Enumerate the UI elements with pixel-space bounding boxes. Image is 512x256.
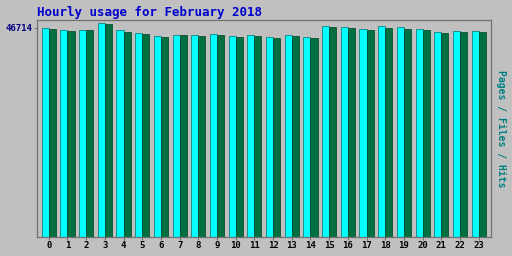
Bar xyxy=(173,35,180,237)
Bar xyxy=(217,35,224,237)
Bar xyxy=(49,29,56,237)
Bar xyxy=(310,38,317,237)
Bar xyxy=(329,27,336,237)
Bar xyxy=(116,30,123,237)
Bar xyxy=(142,34,150,237)
Bar xyxy=(247,35,254,237)
Bar xyxy=(198,36,205,237)
Bar xyxy=(228,36,236,237)
Bar xyxy=(348,28,355,237)
Bar xyxy=(68,31,75,237)
Bar xyxy=(266,37,273,237)
Bar xyxy=(105,24,112,237)
Text: Hourly usage for February 2018: Hourly usage for February 2018 xyxy=(36,6,262,18)
Bar xyxy=(472,31,479,237)
Bar xyxy=(378,26,385,237)
Bar xyxy=(385,28,392,237)
Bar xyxy=(292,36,299,237)
Bar xyxy=(210,34,217,237)
Bar xyxy=(367,30,374,237)
Bar xyxy=(303,37,310,237)
Bar xyxy=(41,28,49,237)
Bar xyxy=(359,29,367,237)
Bar xyxy=(98,23,105,237)
Bar xyxy=(479,32,486,237)
Bar xyxy=(460,32,467,237)
Bar xyxy=(453,31,460,237)
Bar xyxy=(397,27,404,237)
Y-axis label: Pages / Files / Hits: Pages / Files / Hits xyxy=(497,70,506,187)
Bar xyxy=(236,37,243,237)
Bar xyxy=(123,32,131,237)
Bar xyxy=(285,35,292,237)
Bar xyxy=(154,36,161,237)
Bar xyxy=(434,32,441,237)
Bar xyxy=(404,29,411,237)
Bar xyxy=(441,33,449,237)
Bar xyxy=(416,29,422,237)
Bar xyxy=(254,36,262,237)
Bar xyxy=(60,30,68,237)
Bar xyxy=(191,35,198,237)
Bar xyxy=(273,38,280,237)
Bar xyxy=(422,30,430,237)
Bar xyxy=(322,26,329,237)
Bar xyxy=(135,33,142,237)
Bar xyxy=(79,30,86,237)
Bar xyxy=(341,27,348,237)
Bar xyxy=(161,37,168,237)
Bar xyxy=(180,35,187,237)
Bar xyxy=(86,30,93,237)
